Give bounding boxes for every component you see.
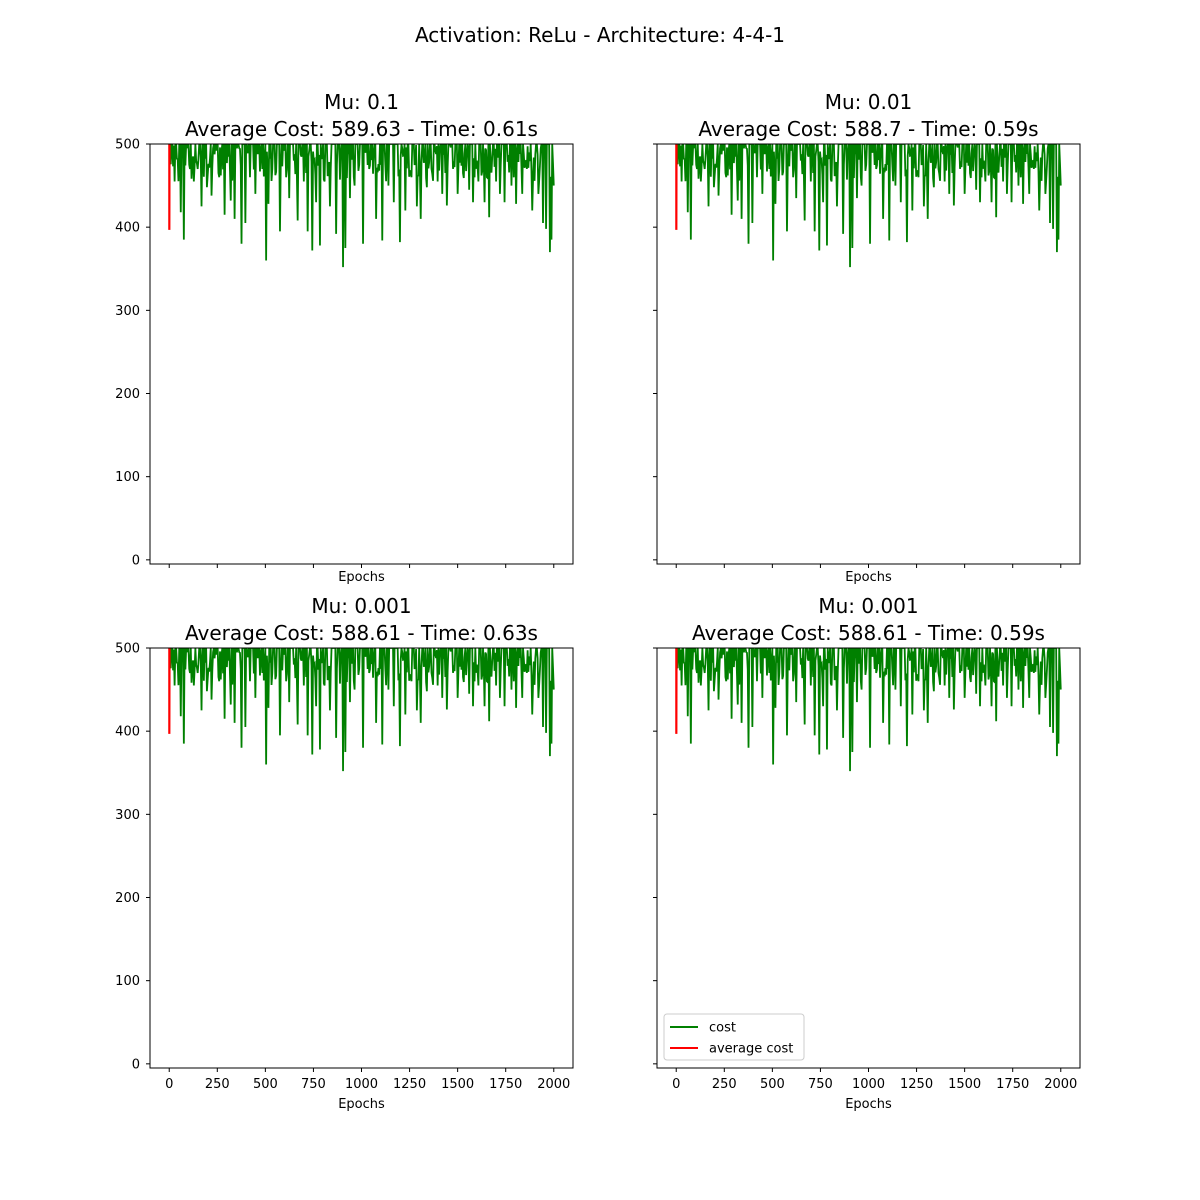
x-tick-label: 1000: [852, 1077, 885, 1092]
x-tick-label: 750: [808, 1077, 833, 1092]
x-tick-label: 0: [672, 1077, 680, 1092]
subplot-title: Mu: 0.001: [311, 594, 411, 618]
y-tick-label: 200: [115, 891, 140, 906]
x-tick-label: 2000: [537, 1077, 570, 1092]
x-axis-label: Epochs: [845, 1097, 892, 1112]
legend-label: average cost: [709, 1042, 793, 1057]
series-line-cost: [676, 648, 1062, 772]
y-tick-label: 200: [115, 387, 140, 402]
y-tick-label: 400: [115, 725, 140, 740]
x-tick-label: 1500: [441, 1077, 474, 1092]
x-tick-label: 1000: [345, 1077, 378, 1092]
plot-area: [675, 648, 1062, 772]
subplot-subtitle: Average Cost: 589.63 - Time: 0.61s: [185, 117, 538, 141]
y-tick-label: 500: [115, 138, 140, 153]
subplot-2: Mu: 0.01 Average Cost: 588.7 - Time: 0.59…: [653, 90, 1081, 585]
subplot-grid: Mu: 0.1 Average Cost: 589.63 - Time: 0.61…: [115, 90, 1081, 1112]
subplot-title: Mu: 0.001: [818, 594, 918, 618]
x-tick-label: 500: [253, 1077, 278, 1092]
plot-area: [675, 144, 1062, 268]
legend-box: [663, 1013, 805, 1061]
series-line-cost: [169, 648, 555, 772]
x-tick-label: 1250: [900, 1077, 933, 1092]
x-tick-label: 500: [760, 1077, 785, 1092]
x-tick-label: 250: [712, 1077, 737, 1092]
x-tick-label: 1250: [393, 1077, 426, 1092]
y-tick-label: 0: [132, 1057, 140, 1072]
subplot-subtitle: Average Cost: 588.61 - Time: 0.59s: [692, 621, 1045, 645]
y-tick-label: 300: [115, 808, 140, 823]
y-tick-label: 100: [115, 974, 140, 989]
plot-area: [168, 144, 555, 268]
x-axis-label: Epochs: [338, 570, 385, 585]
legend-label: cost: [709, 1021, 736, 1036]
subplot-4: Mu: 0.001 Average Cost: 588.61 - Time: 0.…: [653, 594, 1081, 1112]
subplot-1: Mu: 0.1 Average Cost: 589.63 - Time: 0.61…: [115, 90, 574, 585]
plot-area: [168, 648, 555, 772]
y-tick-label: 0: [132, 553, 140, 568]
x-tick-label: 0: [165, 1077, 173, 1092]
x-axis-label: Epochs: [338, 1097, 385, 1112]
series-line-cost: [169, 144, 555, 268]
subplot-subtitle: Average Cost: 588.61 - Time: 0.63s: [185, 621, 538, 645]
x-tick-label: 250: [205, 1077, 230, 1092]
subplot-title: Mu: 0.01: [825, 90, 913, 114]
subplot-title: Mu: 0.1: [324, 90, 399, 114]
y-tick-label: 500: [115, 642, 140, 657]
y-tick-label: 300: [115, 304, 140, 319]
legend: cost average cost: [663, 1013, 805, 1061]
subplot-subtitle: Average Cost: 588.7 - Time: 0.59s: [698, 117, 1038, 141]
series-line-cost: [676, 144, 1062, 268]
y-tick-label: 100: [115, 470, 140, 485]
figure-suptitle: Activation: ReLu - Architecture: 4-4-1: [415, 23, 785, 47]
y-tick-label: 400: [115, 221, 140, 236]
x-tick-label: 1500: [948, 1077, 981, 1092]
x-tick-label: 750: [301, 1077, 326, 1092]
subplot-3: Mu: 0.001 Average Cost: 588.61 - Time: 0.…: [115, 594, 574, 1112]
x-tick-label: 1750: [996, 1077, 1029, 1092]
x-tick-label: 1750: [489, 1077, 522, 1092]
x-axis-label: Epochs: [845, 570, 892, 585]
x-tick-label: 2000: [1044, 1077, 1077, 1092]
